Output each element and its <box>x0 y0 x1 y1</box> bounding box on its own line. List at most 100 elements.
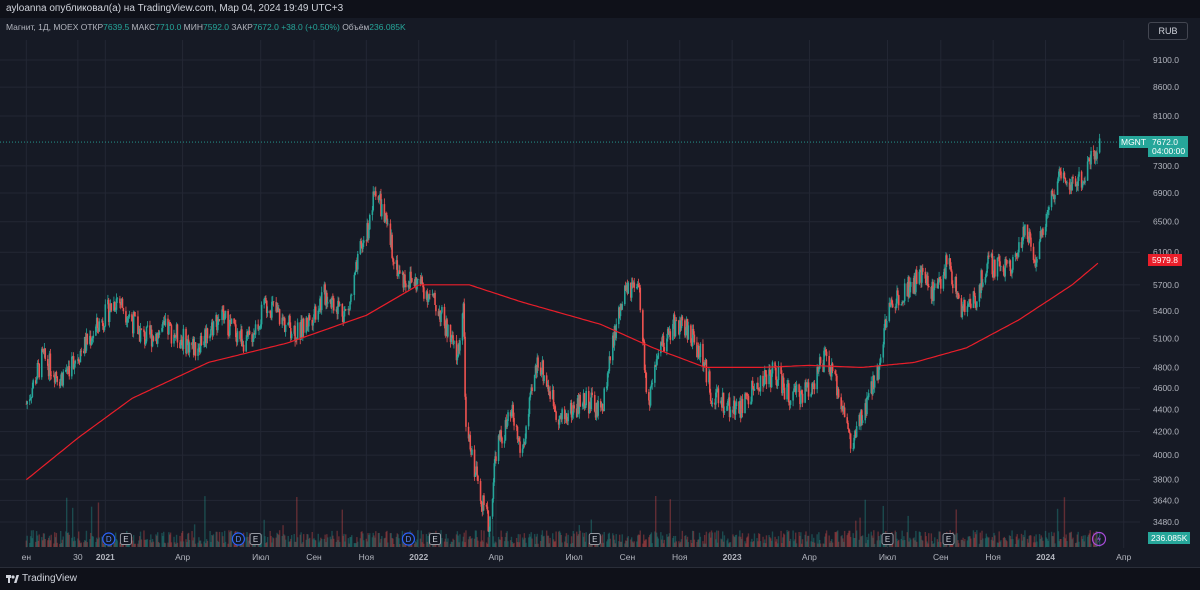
volume-bar <box>518 542 520 547</box>
candle-body <box>254 324 257 335</box>
volume-bar <box>1014 543 1017 547</box>
volume-bar <box>539 540 542 547</box>
candle-body <box>455 340 458 361</box>
earnings-marker[interactable]: E <box>588 533 601 545</box>
volume-bar <box>276 532 278 547</box>
volume-bar <box>150 534 152 547</box>
earnings-marker[interactable]: E <box>942 533 955 545</box>
earnings-marker[interactable]: E <box>881 533 894 545</box>
y-tick-label: 5100.0 <box>1153 333 1179 343</box>
lightning-icon[interactable] <box>1091 531 1107 547</box>
volume-bar <box>558 530 561 547</box>
candle-body <box>1015 253 1018 255</box>
volume-bar <box>837 530 839 547</box>
volume-bar <box>1004 538 1006 547</box>
candle-body <box>660 342 663 346</box>
footer-brand[interactable]: TradingView <box>22 573 78 584</box>
dividend-marker[interactable]: D <box>231 532 246 546</box>
candle-body <box>974 295 976 304</box>
volume-bar <box>347 538 350 547</box>
volume-bar <box>871 535 873 547</box>
volume-bar <box>746 536 749 547</box>
volume-bar <box>920 535 922 547</box>
volume-bar <box>738 536 740 547</box>
dividend-marker[interactable]: D <box>401 532 416 546</box>
candle-body <box>759 375 762 392</box>
candle-body <box>229 319 232 324</box>
candle-body <box>109 303 112 313</box>
volume-bar <box>229 532 231 547</box>
candle-body <box>656 358 659 360</box>
candle-body <box>223 310 225 320</box>
candle-body <box>806 384 808 388</box>
volume-bar <box>176 542 179 547</box>
volume-bar <box>642 543 644 547</box>
volume-bar <box>656 536 659 547</box>
volume-bar <box>752 542 754 547</box>
legend-close-value: 7672.0 <box>252 22 279 32</box>
earnings-marker[interactable]: E <box>429 533 442 545</box>
volume-bar <box>90 506 93 547</box>
candle-body <box>113 302 116 311</box>
price-axis[interactable]: 3480.03640.03800.04000.04200.04400.04600… <box>1153 55 1179 527</box>
volume-bar <box>306 534 308 547</box>
earnings-marker[interactable]: E <box>119 533 132 545</box>
candle-body <box>71 356 74 357</box>
time-axis[interactable]: ен 30 2021 Апр Июл Сен Ноя 2022 Апр Июл Сен Ноя 2023… <box>22 552 1132 562</box>
candle-body <box>367 223 369 239</box>
candle-body <box>275 302 277 312</box>
volume-bar <box>399 543 401 547</box>
candle-body <box>777 366 780 381</box>
candle-body <box>764 370 767 375</box>
volume-bar <box>770 538 772 547</box>
candle-body <box>1035 262 1037 267</box>
candle-body <box>473 449 476 477</box>
volume-bar <box>269 530 271 547</box>
currency-button[interactable]: RUB <box>1148 22 1188 40</box>
volume-bar <box>360 531 362 547</box>
candle-body <box>49 353 52 376</box>
volume-bar <box>527 537 530 547</box>
candle-body <box>541 360 544 373</box>
volume-bar <box>764 543 767 547</box>
candle-body <box>1038 241 1041 260</box>
volume-bar <box>690 539 692 547</box>
earnings-marker[interactable]: E <box>249 533 262 545</box>
volume-bar <box>245 537 247 547</box>
volume-bar <box>41 540 44 547</box>
candle-body <box>999 261 1001 267</box>
volume-bar <box>206 540 209 547</box>
candle-body <box>932 281 934 301</box>
volume-bar <box>1076 534 1079 547</box>
volume-bar <box>266 537 269 547</box>
candle-body <box>77 359 79 361</box>
candle-body <box>588 402 591 414</box>
volume-bar <box>260 534 263 547</box>
dividend-marker[interactable]: D <box>102 532 116 546</box>
volume-bar <box>1088 533 1091 547</box>
candle-body <box>36 363 39 379</box>
candle-body <box>867 397 869 398</box>
volume-bar <box>763 542 765 547</box>
candle-body <box>404 274 406 284</box>
candle-body <box>431 293 434 295</box>
candle-body <box>783 387 786 400</box>
candle-body <box>311 319 314 326</box>
volume-bar <box>443 541 446 547</box>
volume-bar <box>555 531 557 547</box>
volume-bar <box>91 536 94 547</box>
volume-bar <box>855 530 858 547</box>
ma-tag-value: 5979.8 <box>1152 255 1178 265</box>
candle-body <box>569 402 572 414</box>
volume-bar <box>853 538 855 547</box>
tradingview-logo-icon[interactable] <box>6 573 19 585</box>
x-tick-label: Июл <box>252 552 269 562</box>
candle-body <box>847 422 849 429</box>
x-tick-label: 2023 <box>723 552 742 562</box>
volume-bar <box>762 536 764 547</box>
candle-body <box>479 481 482 501</box>
candle-body <box>289 315 291 329</box>
candle-body <box>403 274 405 288</box>
